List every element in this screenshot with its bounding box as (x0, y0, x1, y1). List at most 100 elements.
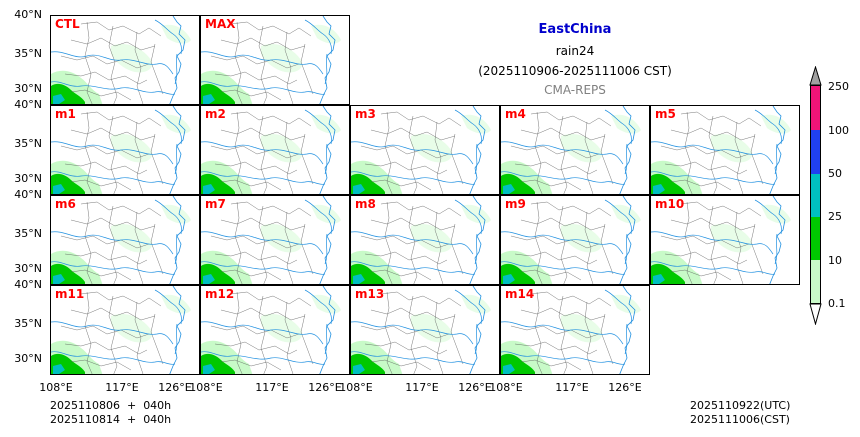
panel-label: m7 (205, 197, 226, 211)
map-panel-m5: m5 (650, 105, 800, 195)
rivers (51, 199, 182, 275)
heavy-rain-area (503, 364, 515, 374)
colorbar-label-100: 100 (828, 124, 849, 137)
lat-label: 40°N (14, 98, 42, 111)
colorbar-label-25: 25 (828, 210, 842, 223)
map-panel-m11: m11 (50, 285, 200, 375)
province-borders (360, 291, 464, 374)
lat-label: 35°N (14, 227, 42, 240)
lon-label: 117°E (555, 381, 589, 394)
map-panel-ctl: CTL (50, 15, 200, 105)
model-title: CMA-REPS (544, 83, 606, 97)
map-panel-max: MAX (200, 15, 350, 105)
colorbar-segment-25 (810, 217, 821, 260)
map-panel-m13: m13 (350, 285, 500, 375)
coastline (469, 106, 486, 194)
valid-time-utc: 2025110922(UTC) (690, 399, 791, 412)
map-panel-m7: m7 (200, 195, 350, 285)
colorbar-segment-10 (810, 260, 821, 304)
rivers (651, 109, 782, 185)
map-panel-m6: m6 (50, 195, 200, 285)
lon-label: 117°E (105, 381, 139, 394)
province-borders (360, 201, 464, 284)
lon-label: 117°E (255, 381, 289, 394)
province-borders (210, 291, 314, 374)
province-borders (60, 201, 164, 284)
province-borders (510, 111, 614, 194)
map-panel-m4: m4 (500, 105, 650, 195)
rivers (351, 199, 482, 275)
heavy-rain-area (353, 184, 365, 194)
coastline (619, 286, 636, 374)
coastline (169, 106, 186, 194)
rivers (201, 289, 332, 365)
lon-label: 108°E (339, 381, 373, 394)
coastline (319, 286, 336, 374)
panel-label: m5 (655, 107, 676, 121)
colorbar-label-50: 50 (828, 167, 842, 180)
map-panel-m3: m3 (350, 105, 500, 195)
panel-label: m6 (55, 197, 76, 211)
province-borders (210, 21, 314, 104)
panel-label: m1 (55, 107, 76, 121)
coastline (619, 196, 636, 284)
heavy-rain-area (353, 364, 365, 374)
colorbar-segment-100 (810, 130, 821, 174)
lon-label: 117°E (405, 381, 439, 394)
colorbar-label-10: 10 (828, 254, 842, 267)
heavy-rain-area (53, 94, 65, 104)
lon-label: 126°E (158, 381, 192, 394)
colorbar-label-0.1: 0.1 (828, 297, 846, 310)
colorbar-top-arrow (809, 66, 822, 86)
coastline (469, 286, 486, 374)
heavy-rain-area (503, 274, 515, 284)
panel-label: m9 (505, 197, 526, 211)
heavy-rain-area (53, 184, 65, 194)
colorbar-label-250: 250 (828, 80, 849, 93)
panel-label: m11 (55, 287, 85, 301)
lat-label: 35°N (14, 47, 42, 60)
coastline (319, 196, 336, 284)
heavy-rain-area (53, 364, 65, 374)
colorbar-segment-50 (810, 174, 821, 217)
province-borders (510, 291, 614, 374)
heavy-rain-area (203, 94, 215, 104)
lat-label: 40°N (14, 188, 42, 201)
panel-label: m12 (205, 287, 235, 301)
heavy-rain-area (653, 274, 665, 284)
map-panel-m8: m8 (350, 195, 500, 285)
lat-label: 30°N (14, 82, 42, 95)
colorbar-segment-250 (810, 85, 821, 130)
coastline (319, 106, 336, 194)
lon-label: 126°E (608, 381, 642, 394)
heavy-rain-area (203, 364, 215, 374)
coastline (619, 106, 636, 194)
lat-label: 30°N (14, 172, 42, 185)
heavy-rain-area (353, 274, 365, 284)
lon-label: 126°E (458, 381, 492, 394)
lat-label: 40°N (14, 8, 42, 21)
panel-label: CTL (55, 17, 80, 31)
coastline (169, 16, 186, 104)
init-time-cst: 2025110814 + 040h (50, 413, 172, 426)
coastline (469, 196, 486, 284)
heavy-rain-area (203, 274, 215, 284)
rivers (501, 109, 632, 185)
map-panel-m9: m9 (500, 195, 650, 285)
valid-time-cst: 2025111006(CST) (690, 413, 790, 426)
heavy-rain-area (53, 274, 65, 284)
panel-label: m13 (355, 287, 385, 301)
map-panel-m14: m14 (500, 285, 650, 375)
lat-label: 40°N (14, 278, 42, 291)
coastline (169, 286, 186, 374)
variable-title: rain24 (555, 44, 595, 58)
province-borders (210, 111, 314, 194)
province-borders (60, 111, 164, 194)
province-borders (360, 111, 464, 194)
panel-label: m14 (505, 287, 535, 301)
map-region-title: EastChina (538, 22, 612, 37)
coastline (769, 196, 786, 284)
panel-label: m4 (505, 107, 526, 121)
heavy-rain-area (203, 184, 215, 194)
map-panel-m12: m12 (200, 285, 350, 375)
